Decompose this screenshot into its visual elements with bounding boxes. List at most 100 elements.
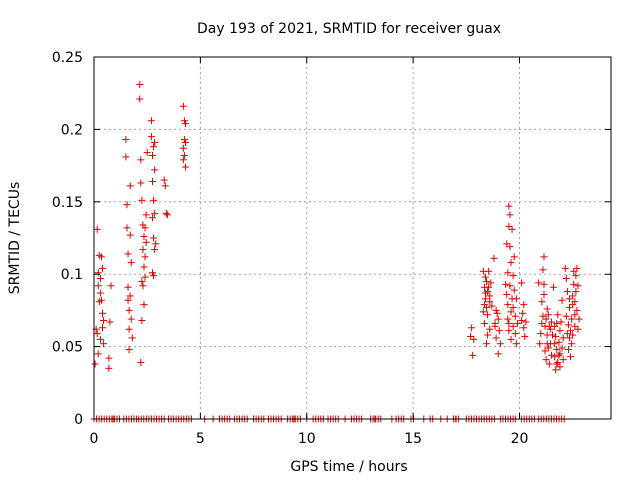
- data-point: [150, 196, 158, 204]
- data-point: [553, 319, 561, 327]
- data-point: [506, 282, 514, 290]
- x-tick-label: 5: [196, 431, 205, 447]
- data-point: [513, 319, 521, 327]
- data-point: [561, 264, 569, 272]
- data-point: [125, 325, 133, 333]
- data-point: [512, 340, 520, 348]
- data-point: [124, 283, 132, 291]
- data-point: [147, 117, 155, 125]
- data-point: [551, 340, 559, 348]
- data-point: [539, 312, 547, 320]
- data-point: [542, 315, 550, 323]
- data-point: [484, 311, 492, 319]
- data-point: [124, 250, 132, 258]
- x-tick-label: 10: [298, 431, 316, 447]
- data-point: [151, 166, 159, 174]
- data-point: [521, 332, 529, 340]
- y-tick-label: 0.1: [61, 267, 83, 283]
- data-point: [123, 201, 131, 209]
- data-point: [151, 138, 159, 146]
- data-point: [505, 202, 513, 210]
- data-point: [470, 335, 478, 343]
- data-point: [147, 133, 155, 141]
- data-point: [125, 306, 133, 314]
- data-point: [563, 288, 571, 296]
- data-point: [180, 151, 188, 159]
- data-point: [485, 267, 493, 275]
- data-point: [503, 240, 511, 248]
- data-point: [556, 363, 564, 371]
- data-point: [559, 356, 567, 364]
- x-tick-labels: 0 5 10 15 20: [90, 431, 529, 447]
- data-point: [536, 340, 544, 348]
- data-point: [563, 330, 571, 338]
- data-point: [494, 350, 502, 358]
- data-point: [150, 143, 158, 151]
- data-point: [520, 324, 528, 332]
- data-point: [100, 340, 108, 348]
- data-point: [162, 209, 170, 217]
- data-point: [543, 340, 551, 348]
- data-point: [149, 151, 157, 159]
- data-point: [151, 246, 159, 254]
- data-point: [483, 340, 491, 348]
- data-point: [152, 240, 160, 248]
- data-point: [496, 340, 504, 348]
- data-point: [502, 280, 510, 288]
- data-point: [488, 302, 496, 310]
- data-point: [571, 311, 579, 319]
- data-point: [509, 272, 517, 280]
- data-point: [553, 360, 561, 368]
- data-point: [469, 351, 477, 359]
- data-point: [504, 315, 512, 323]
- data-point: [539, 266, 547, 274]
- data-point: [105, 354, 113, 362]
- data-point: [136, 95, 144, 103]
- data-point: [568, 340, 576, 348]
- data-point: [467, 332, 475, 340]
- data-point: [125, 345, 133, 353]
- data-point: [161, 182, 169, 190]
- data-point: [139, 282, 147, 290]
- x-tick-label: 0: [90, 431, 99, 447]
- data-point: [96, 335, 104, 343]
- data-point: [481, 273, 489, 281]
- data-point: [562, 312, 570, 320]
- data-point: [143, 149, 151, 157]
- data-point: [495, 327, 503, 335]
- data-point: [569, 331, 577, 339]
- data-point: [507, 335, 515, 343]
- data-point: [494, 315, 502, 323]
- data-point: [574, 282, 582, 290]
- data-point: [99, 264, 107, 272]
- data-point: [137, 359, 145, 367]
- data-point: [566, 334, 574, 342]
- data-point: [97, 296, 105, 304]
- data-point: [574, 325, 582, 333]
- data-point: [538, 298, 546, 306]
- data-point: [181, 120, 189, 128]
- data-point: [571, 322, 579, 330]
- data-point: [141, 224, 149, 232]
- data-point: [100, 317, 108, 325]
- y-tick-label: 0.25: [52, 50, 83, 66]
- data-point: [567, 353, 575, 361]
- data-point: [503, 290, 511, 298]
- data-point: [554, 359, 562, 367]
- data-point: [505, 319, 513, 327]
- data-point: [138, 196, 146, 204]
- data-point: [545, 360, 553, 368]
- y-tick-label: 0.15: [52, 195, 83, 211]
- data-point: [511, 330, 519, 338]
- data-point: [94, 282, 102, 290]
- data-point: [564, 345, 572, 353]
- data-point: [569, 301, 577, 309]
- data-point: [546, 325, 554, 333]
- data-point: [504, 301, 512, 309]
- data-point: [492, 334, 500, 342]
- data-point: [551, 353, 559, 361]
- y-tick-label: 0.05: [52, 340, 83, 356]
- data-point: [127, 259, 135, 267]
- data-point: [94, 269, 102, 277]
- data-point: [179, 156, 187, 164]
